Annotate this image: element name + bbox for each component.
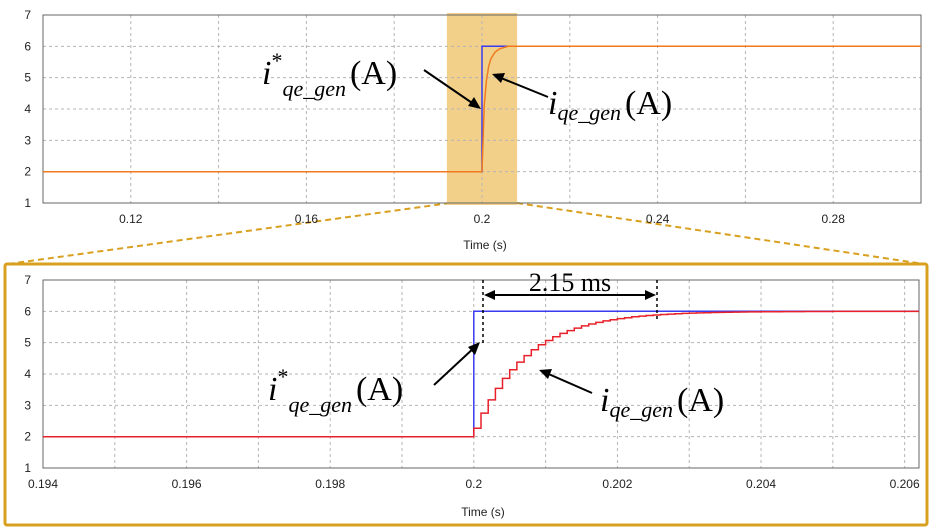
zoom-meas-arrowhead bbox=[539, 369, 552, 379]
x-tick-label: 0.2 bbox=[474, 212, 491, 226]
x-tick-label: 0.24 bbox=[646, 212, 670, 226]
ref-arrowhead bbox=[468, 97, 481, 109]
zoom-x-ticks: 0.194 0.196 0.198 0.2 0.202 0.204 0.206 bbox=[28, 477, 920, 491]
overview-x-axis-label: Time (s) bbox=[463, 238, 507, 252]
y-tick-label: 4 bbox=[24, 367, 31, 381]
settling-time-label: 2.15 ms bbox=[529, 268, 611, 297]
x-tick-label: 0.202 bbox=[602, 477, 632, 491]
x-tick-label: 0.196 bbox=[172, 477, 202, 491]
x-tick-label: 0.28 bbox=[822, 212, 846, 226]
y-tick-label: 1 bbox=[24, 196, 31, 210]
zoom-meas-unit: (A) bbox=[677, 382, 724, 419]
zoom-connector bbox=[3, 202, 929, 527]
y-tick-label: 7 bbox=[24, 273, 31, 287]
ref-arrow bbox=[423, 69, 479, 108]
x-tick-label: 0.2 bbox=[465, 477, 482, 491]
zoom-grid bbox=[42, 279, 919, 469]
ref-symbol: i bbox=[262, 55, 271, 92]
svg-text:iqe_gen(A): iqe_gen (A) bbox=[548, 85, 672, 125]
zoom-ref-superscript: * bbox=[277, 364, 288, 389]
ref-unit: (A) bbox=[350, 55, 397, 92]
zoom-ref-unit: (A) bbox=[356, 371, 403, 408]
dim-arrow-right bbox=[645, 290, 656, 300]
overview-x-ticks: 0.12 0.16 0.2 0.24 0.28 bbox=[119, 212, 845, 226]
x-tick-label: 0.206 bbox=[890, 477, 920, 491]
zoom-measured-annotation: iqe_gen (A) bbox=[539, 369, 724, 422]
x-tick-label: 0.12 bbox=[119, 212, 143, 226]
overview-measured-annotation: iqe_gen (A) bbox=[492, 73, 672, 125]
ref-subscript: qe_gen bbox=[282, 76, 346, 101]
y-tick-label: 6 bbox=[24, 304, 31, 318]
svg-text:iqe_gen(A): iqe_gen (A) bbox=[600, 382, 724, 422]
x-tick-label: 0.16 bbox=[295, 212, 319, 226]
meas-unit: (A) bbox=[625, 85, 672, 122]
zoom-plot-frame bbox=[42, 279, 920, 469]
meas-arrowhead bbox=[492, 73, 505, 83]
zoom-frame bbox=[3, 262, 929, 527]
zoom-meas-symbol: i bbox=[600, 382, 609, 419]
x-tick-label: 0.194 bbox=[28, 477, 58, 491]
overview-y-ticks: 1 2 3 4 5 6 7 bbox=[24, 8, 31, 210]
y-tick-label: 5 bbox=[24, 336, 31, 350]
ref-superscript: * bbox=[271, 48, 282, 73]
zoom-ref-arrowhead bbox=[468, 342, 480, 355]
svg-text:i*qe_gen(A): i*qe_gen (A) bbox=[268, 364, 403, 417]
meas-subscript: qe_gen bbox=[557, 100, 621, 125]
zoom-ref-arrow bbox=[433, 345, 477, 386]
svg-text:i*qe_gen(A): i*qe_gen (A) bbox=[262, 48, 397, 101]
zoom-connector-left bbox=[7, 202, 451, 265]
y-tick-label: 3 bbox=[24, 133, 31, 147]
x-tick-label: 0.204 bbox=[746, 477, 776, 491]
zoom-x-axis-label: Time (s) bbox=[461, 505, 505, 519]
zoom-meas-subscript: qe_gen bbox=[609, 397, 673, 422]
zoom-ref-subscript: qe_gen bbox=[288, 392, 352, 417]
x-tick-label: 0.198 bbox=[315, 477, 345, 491]
meas-arrow bbox=[495, 75, 549, 98]
y-tick-label: 6 bbox=[24, 39, 31, 53]
y-tick-label: 4 bbox=[24, 102, 31, 116]
y-tick-label: 5 bbox=[24, 71, 31, 85]
zoom-measured-line bbox=[43, 310, 919, 438]
zoom-ref-symbol: i bbox=[268, 371, 277, 408]
zoom-connector-right bbox=[516, 202, 925, 265]
zoom-y-ticks: 1 2 3 4 5 6 7 bbox=[24, 273, 31, 475]
zoom-chart: 1 2 3 4 5 6 7 0.194 0.196 0.198 0.2 0.202 0.204 0.20… bbox=[24, 268, 920, 519]
dim-arrow-left bbox=[484, 290, 495, 300]
y-tick-label: 1 bbox=[24, 461, 31, 475]
y-tick-label: 3 bbox=[24, 398, 31, 412]
overview-measured-line bbox=[43, 45, 921, 173]
settling-time-dimension: 2.15 ms bbox=[482, 268, 658, 345]
meas-symbol: i bbox=[548, 85, 557, 122]
y-tick-label: 7 bbox=[24, 8, 31, 22]
zoom-meas-arrow bbox=[543, 371, 593, 394]
overview-reference-annotation: i*qe_gen (A) bbox=[262, 48, 481, 109]
y-tick-label: 2 bbox=[24, 430, 31, 444]
y-tick-label: 2 bbox=[24, 165, 31, 179]
zoom-reference-annotation: i*qe_gen (A) bbox=[268, 342, 480, 417]
overview-plot-frame bbox=[42, 14, 922, 204]
